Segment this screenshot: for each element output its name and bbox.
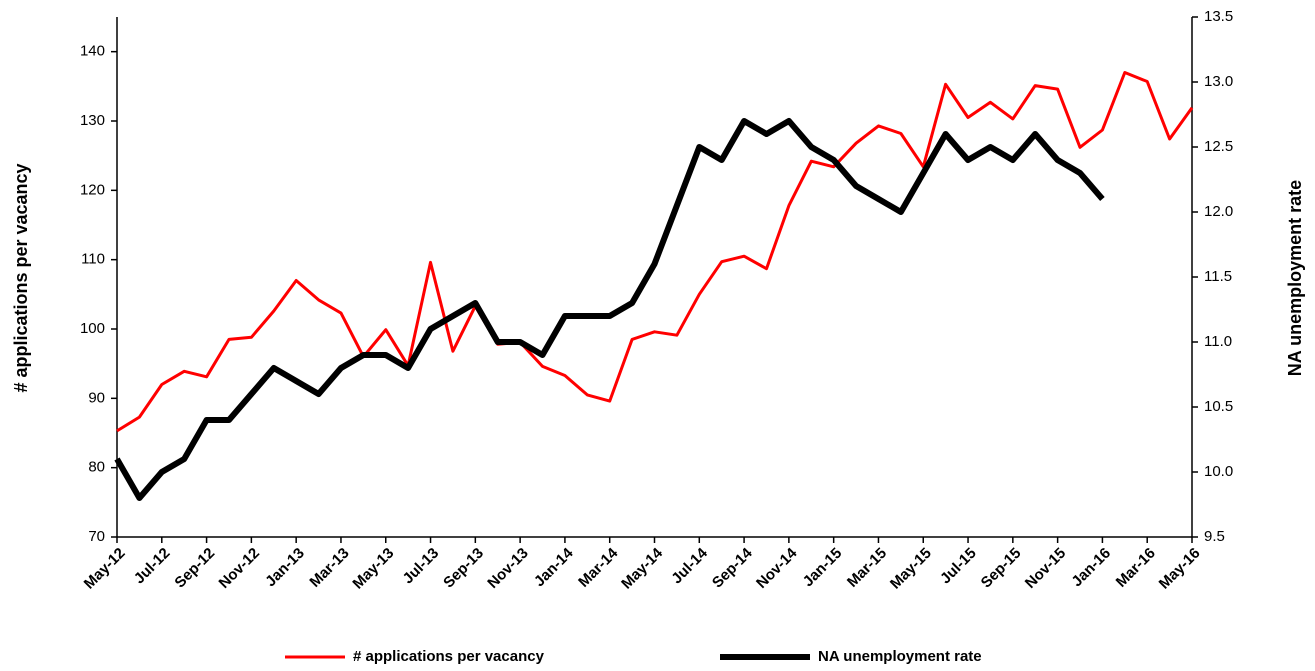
x-tick-label: Jul-14	[668, 544, 711, 587]
x-tick-label: May-15	[887, 545, 935, 593]
y2-axis-title: NA unemployment rate	[1285, 180, 1305, 376]
y-tick-label: 90	[88, 389, 105, 406]
x-tick-label: Jan-16	[1068, 545, 1114, 591]
y2-tick-label: 11.0	[1204, 333, 1232, 350]
y-tick-label: 80	[88, 459, 105, 476]
x-tick-label: Mar-16	[1113, 545, 1159, 591]
x-tick-label: May-13	[349, 545, 397, 593]
x-tick-label: Nov-13	[484, 545, 531, 592]
y-tick-label: 120	[80, 181, 105, 198]
series-line	[116, 71, 1194, 433]
y-tick-label: 110	[81, 251, 105, 268]
legend-label: # applications per vacancy	[353, 648, 545, 665]
x-tick-label: Jul-13	[399, 545, 442, 588]
x-tick-label: Jan-13	[262, 545, 308, 591]
x-tick-label: Nov-14	[753, 544, 801, 592]
x-tick-label: Jul-12	[131, 545, 174, 588]
y-tick-label: 70	[88, 528, 105, 545]
x-tick-label: Nov-12	[216, 545, 263, 592]
x-tick-label: Sep-12	[171, 545, 218, 592]
y2-tick-label: 10.5	[1204, 398, 1233, 415]
y2-tick-label: 9.5	[1204, 528, 1225, 545]
y-tick-label: 100	[80, 320, 105, 337]
y2-tick-label: 13.0	[1204, 73, 1233, 90]
x-tick-label: Jan-15	[800, 545, 846, 591]
x-tick-label: May-16	[1156, 545, 1204, 593]
y-axis-title: # applications per vacancy	[11, 163, 31, 392]
x-tick-label: Mar-13	[306, 545, 352, 591]
x-tick-label: May-14	[618, 544, 666, 592]
y2-tick-label: 10.0	[1204, 463, 1233, 480]
y-tick-label: 140	[80, 43, 105, 60]
series-line	[114, 118, 1105, 501]
x-tick-label: Jan-14	[531, 544, 577, 590]
y2-tick-label: 11.5	[1204, 268, 1232, 285]
y2-tick-label: 13.5	[1204, 8, 1233, 25]
x-tick-label: Sep-13	[440, 545, 487, 592]
x-tick-label: Sep-15	[978, 545, 1025, 592]
x-tick-label: Sep-14	[709, 544, 756, 591]
y-tick-label: 130	[80, 112, 105, 129]
x-tick-label: Jul-15	[937, 545, 980, 588]
x-tick-label: Mar-14	[575, 544, 622, 591]
y2-tick-label: 12.0	[1204, 203, 1233, 220]
x-tick-label: Nov-15	[1022, 545, 1069, 592]
y2-tick-label: 12.5	[1204, 138, 1233, 155]
x-tick-label: Mar-15	[844, 545, 890, 591]
legend-label: NA unemployment rate	[818, 648, 982, 665]
x-tick-label: May-12	[81, 545, 129, 593]
